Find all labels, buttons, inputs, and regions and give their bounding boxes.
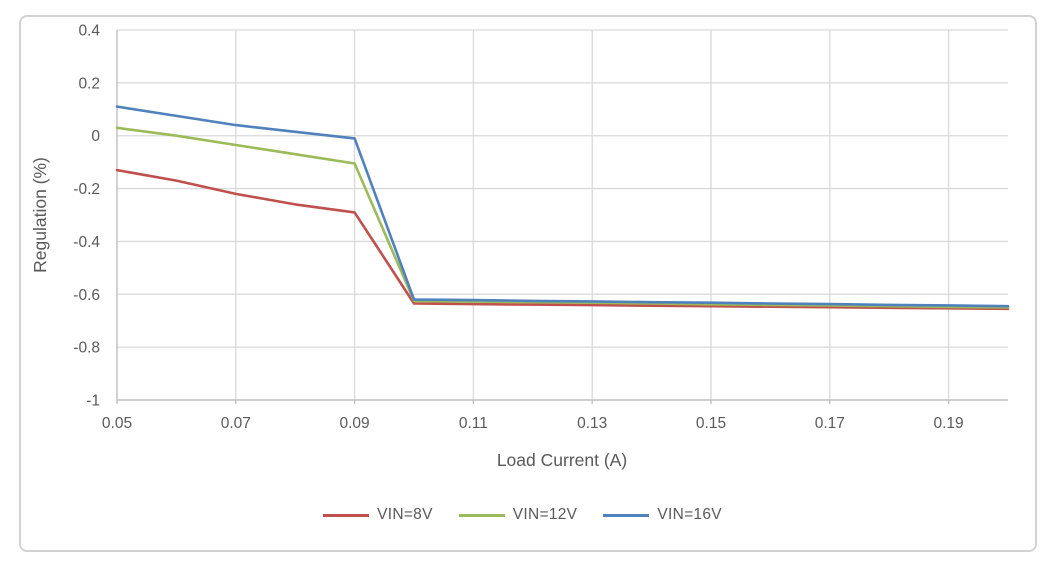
chart-card	[19, 15, 1037, 552]
y-tick-label: 0.4	[78, 23, 100, 40]
tick-labels: 0.05 0.07 0.09 0.11 0.13 0.15 0.17 0.19 0.4 0.2 0 -…	[73, 23, 963, 433]
legend-swatch-icon	[323, 513, 370, 517]
x-axis-title: Load Current (A)	[497, 450, 627, 470]
x-tick-label: 0.17	[815, 415, 845, 432]
axis-lines	[116, 30, 1008, 401]
y-axis-title: Regulation (%)	[30, 157, 50, 273]
x-tick-label: 0.07	[221, 415, 251, 432]
y-tick-label: 0.2	[78, 75, 100, 92]
legend-item-VIN=12V: VIN=12V	[458, 506, 578, 524]
legend-item-VIN=8V: VIN=8V	[323, 506, 433, 524]
axis-ticks	[116, 400, 950, 404]
gridlines	[117, 29, 1008, 400]
x-tick-label: 0.13	[577, 415, 607, 432]
legend-item-VIN=16V: VIN=16V	[603, 506, 722, 524]
x-tick-label: 0.11	[459, 415, 488, 432]
legend-label: VIN=16V	[657, 506, 722, 523]
y-tick-label: 0	[91, 128, 100, 145]
x-tick-label: 0.19	[934, 415, 964, 432]
x-tick-label: 0.05	[102, 415, 132, 432]
series-line-VIN=12V	[115, 126, 1010, 309]
x-tick-label: 0.09	[340, 415, 370, 432]
legend-swatch-icon	[603, 513, 650, 517]
series-line-VIN=8V	[115, 168, 1010, 311]
y-tick-label: -1	[86, 393, 100, 410]
series-line-VIN=16V	[115, 105, 1010, 308]
y-tick-label: -0.4	[73, 234, 100, 251]
x-tick-label: 0.15	[696, 415, 726, 432]
y-tick-label: -0.2	[73, 181, 100, 198]
plot-series	[115, 105, 1010, 311]
legend-swatch-icon	[458, 513, 505, 517]
chart-legend: VIN=8V VIN=12V VIN=16V	[0, 506, 1045, 524]
legend-label: VIN=8V	[377, 506, 433, 523]
legend-label: VIN=12V	[512, 506, 578, 523]
y-tick-label: -0.8	[73, 340, 100, 357]
y-tick-label: -0.6	[73, 287, 100, 304]
